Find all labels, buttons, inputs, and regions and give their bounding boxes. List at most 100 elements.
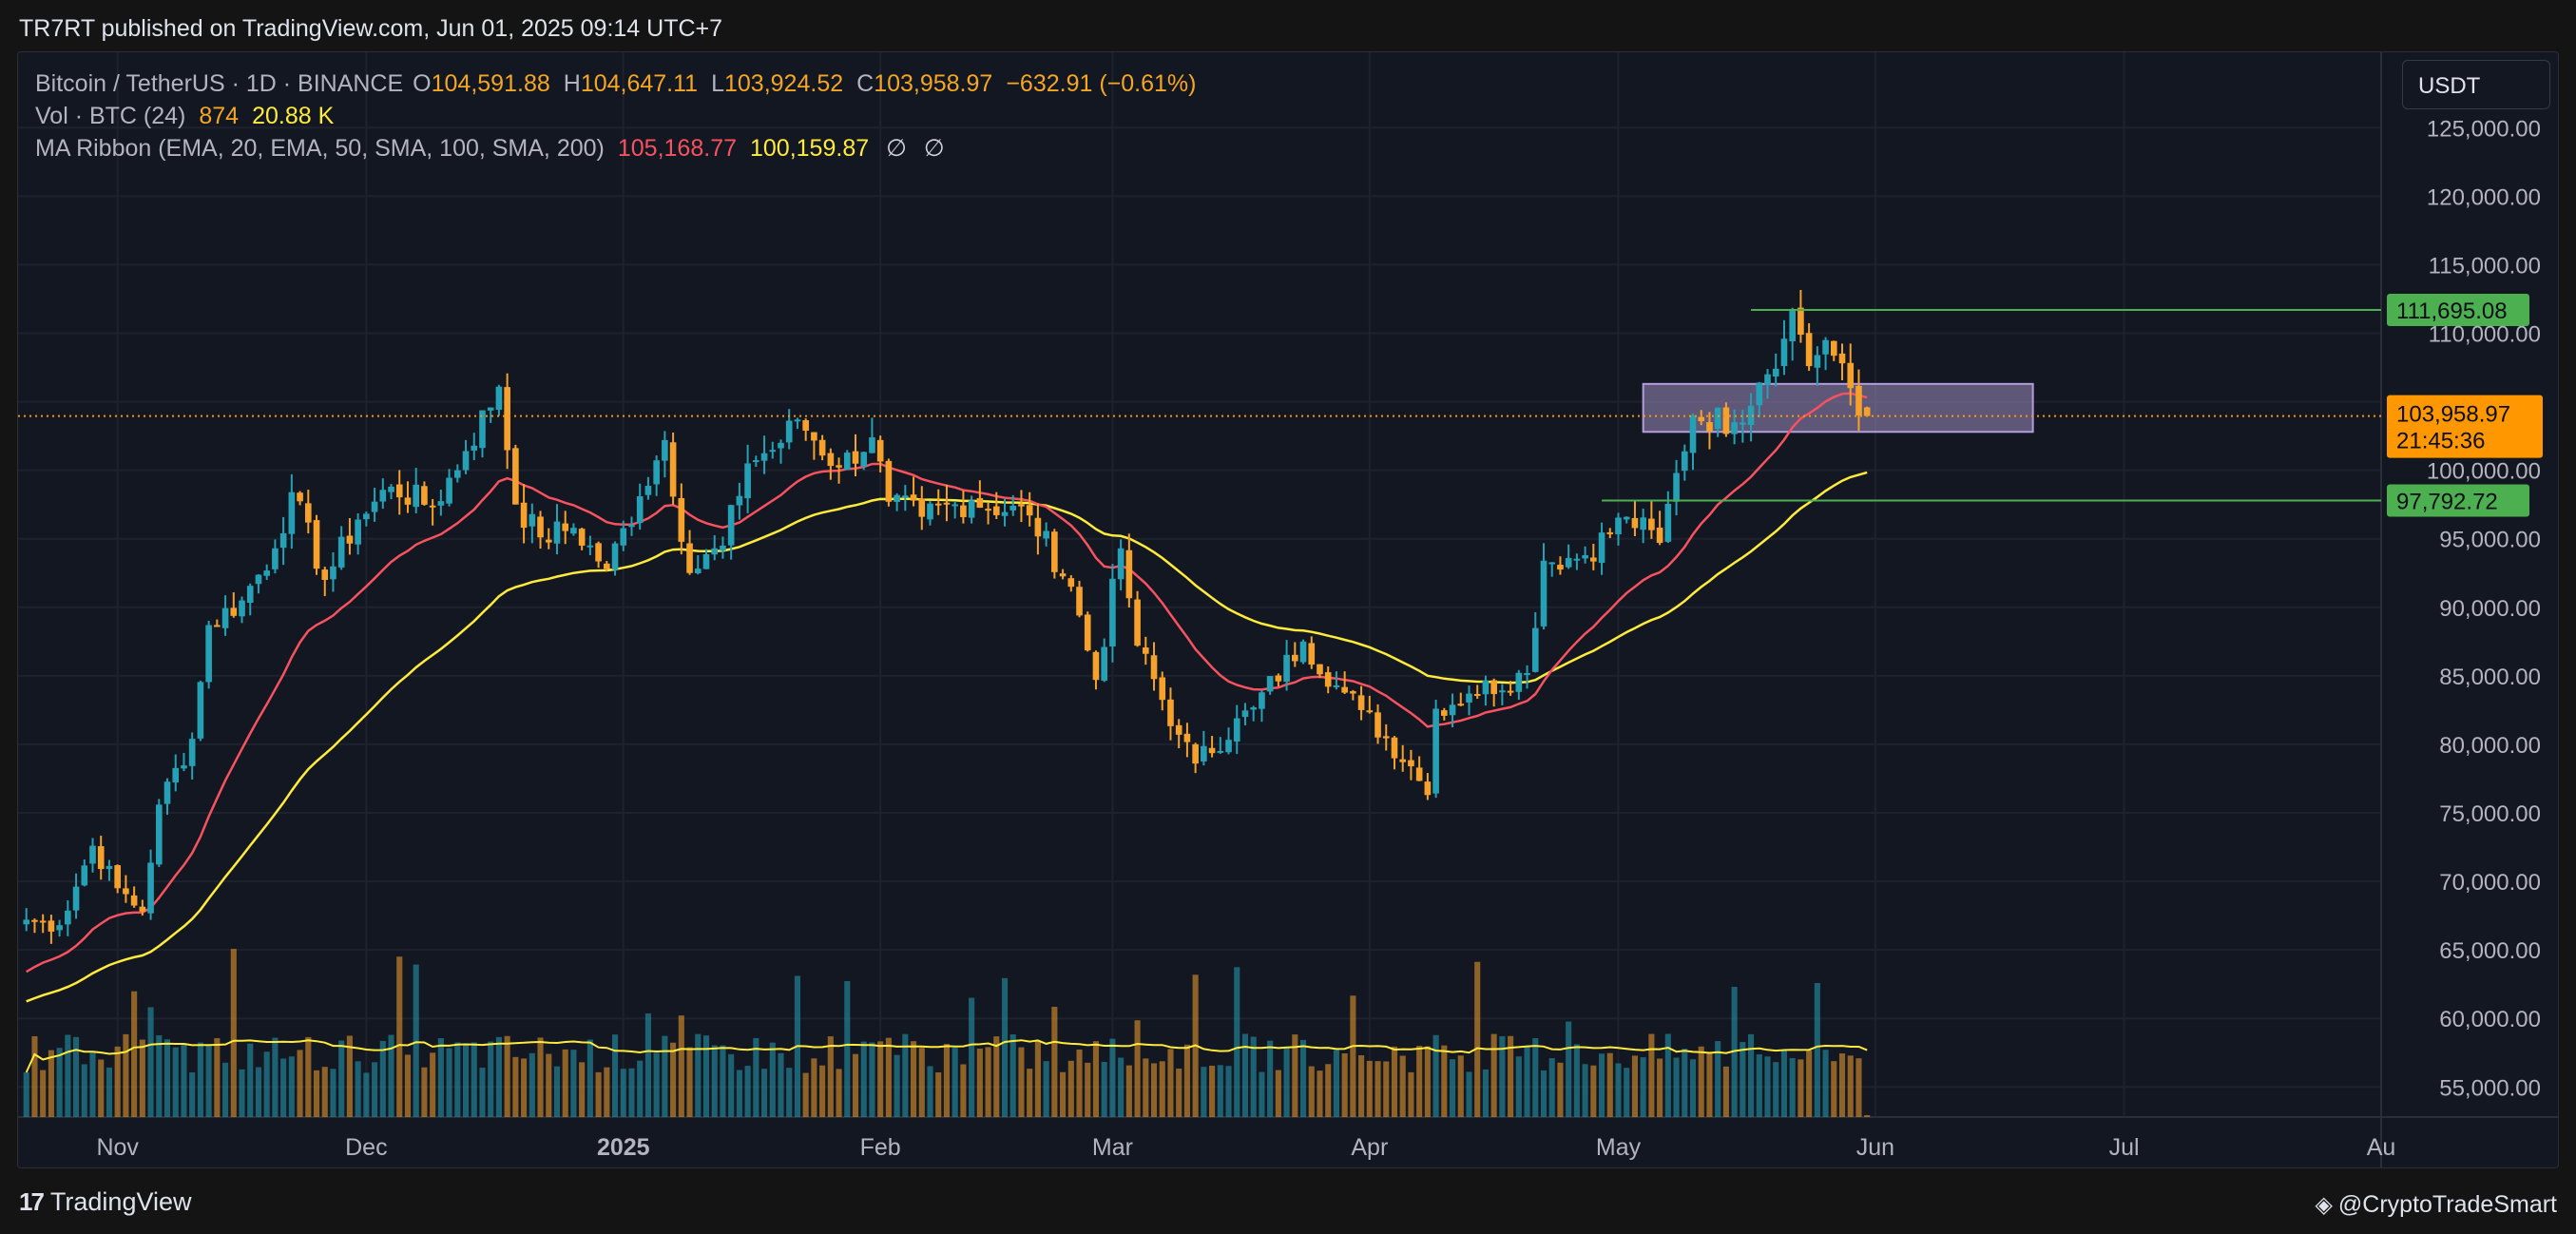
volume-bar	[1051, 1006, 1058, 1117]
volume-bar	[488, 1041, 494, 1117]
symbol-label[interactable]: Bitcoin / TetherUS · 1D · BINANCE	[35, 70, 404, 97]
volume-bar	[1664, 1033, 1671, 1117]
candle-body	[48, 920, 55, 932]
price-tick-label: 120,000.00	[2427, 184, 2541, 210]
volume-bar	[844, 981, 851, 1117]
volume-bars	[23, 949, 1871, 1117]
candle-body	[1299, 641, 1307, 663]
volume-bar	[1740, 1042, 1746, 1117]
volume-bar	[1847, 1055, 1854, 1117]
candle-body	[537, 516, 544, 538]
candle-body	[1590, 557, 1597, 562]
volume-bar	[985, 1047, 991, 1117]
candle-body	[163, 781, 171, 804]
candle-body	[1756, 382, 1763, 406]
price-chart[interactable]: 111,695.0897,792.72103,958.9721:45:3655,…	[18, 52, 2559, 1168]
volume-bar	[1482, 1069, 1489, 1117]
price-tick-label: 110,000.00	[2429, 321, 2541, 347]
volume-bar	[1524, 1047, 1530, 1117]
candle-body	[114, 865, 121, 889]
volume-bar	[272, 1037, 279, 1117]
candle-body	[570, 528, 577, 534]
currency-button[interactable]: USDT	[2402, 60, 2550, 109]
volume-label[interactable]: Vol · BTC (24)	[35, 103, 186, 129]
volume-bar	[355, 1061, 361, 1117]
tradingview-wordmark: TradingView	[49, 1187, 192, 1216]
candle-body	[504, 387, 510, 451]
candle-body	[429, 505, 436, 508]
candle-body	[65, 910, 71, 925]
volume-bar	[852, 1053, 859, 1117]
price-tick-label: 125,000.00	[2427, 116, 2541, 142]
volume-bar	[960, 1064, 967, 1117]
sma200-empty-icon: ∅	[923, 135, 945, 162]
volume-bar	[239, 1069, 245, 1117]
volume-bar	[1341, 1053, 1348, 1117]
candle-body	[1548, 562, 1556, 565]
candle-body	[1201, 745, 1207, 762]
volume-bar	[1631, 1055, 1639, 1117]
volume-bar	[819, 1065, 826, 1117]
volume-bar	[611, 1034, 619, 1117]
candle-body	[678, 497, 685, 542]
volume-bar	[1508, 1035, 1514, 1117]
price-tick-label: 70,000.00	[2439, 870, 2541, 896]
candle-body	[1441, 710, 1448, 716]
volume-bar	[1183, 1044, 1190, 1117]
volume-bar	[413, 964, 419, 1117]
candle-body	[1640, 517, 1646, 530]
volume-bar	[802, 1072, 809, 1117]
candle-body	[918, 498, 926, 517]
candle-body	[1283, 654, 1290, 683]
volume-bar	[214, 1037, 221, 1117]
candle-body	[272, 548, 279, 569]
candle-body	[736, 495, 743, 506]
candle-body	[952, 504, 958, 507]
volume-bar	[1118, 1057, 1125, 1117]
volume-bar	[462, 1044, 470, 1117]
volume-bar	[479, 1068, 486, 1117]
candle-body	[1432, 708, 1439, 794]
volume-bar	[836, 1069, 842, 1117]
volume-bar	[98, 1059, 105, 1117]
tradingview-logo[interactable]: 17 TradingView	[19, 1187, 192, 1217]
ma-ribbon-legend-row: MA Ribbon (EMA, 20, EMA, 50, SMA, 100, S…	[35, 132, 1196, 164]
volume-bar	[695, 1033, 702, 1117]
volume-bar	[230, 949, 237, 1117]
candle-body	[155, 804, 163, 865]
time-tick-label: Au	[2367, 1134, 2396, 1161]
candle-body	[487, 407, 494, 411]
volume-bar	[1234, 967, 1240, 1117]
candle-body	[769, 450, 777, 453]
candle-body	[1117, 548, 1125, 580]
low-value: 103,924.52	[724, 70, 844, 97]
volume-bar	[1814, 982, 1820, 1117]
candle-body	[876, 439, 884, 462]
volume-bar	[562, 1049, 568, 1117]
volume-bar	[31, 1035, 38, 1117]
candle-body	[363, 513, 370, 520]
volume-bar	[993, 1036, 1000, 1117]
ma-ribbon-label[interactable]: MA Ribbon (EMA, 20, EMA, 50, SMA, 100, S…	[35, 135, 605, 162]
candle-body	[1067, 578, 1075, 588]
volume-bar	[1399, 1055, 1406, 1117]
volume-bar	[263, 1051, 270, 1117]
chart-panel[interactable]: 111,695.08 97,792.72 103,958.97 21:45:36 55,…	[17, 51, 2559, 1168]
candle-body	[1863, 407, 1871, 416]
candle-body	[1092, 651, 1100, 681]
candle-body	[1308, 643, 1316, 665]
candle-body	[1142, 647, 1149, 654]
candle-body	[1838, 353, 1846, 364]
candle-body	[512, 448, 519, 505]
candle-body	[404, 497, 412, 505]
volume-bar	[1706, 1051, 1713, 1117]
candle-body	[221, 607, 229, 628]
volume-bar	[288, 1056, 295, 1117]
volume-bar	[1358, 1055, 1365, 1117]
volume-bar	[620, 1069, 626, 1117]
volume-bar	[1682, 1049, 1688, 1117]
volume-bar	[827, 1036, 834, 1117]
volume-bar	[23, 1072, 29, 1117]
ema50-line	[26, 471, 1868, 1003]
volume-bar	[65, 1034, 71, 1117]
